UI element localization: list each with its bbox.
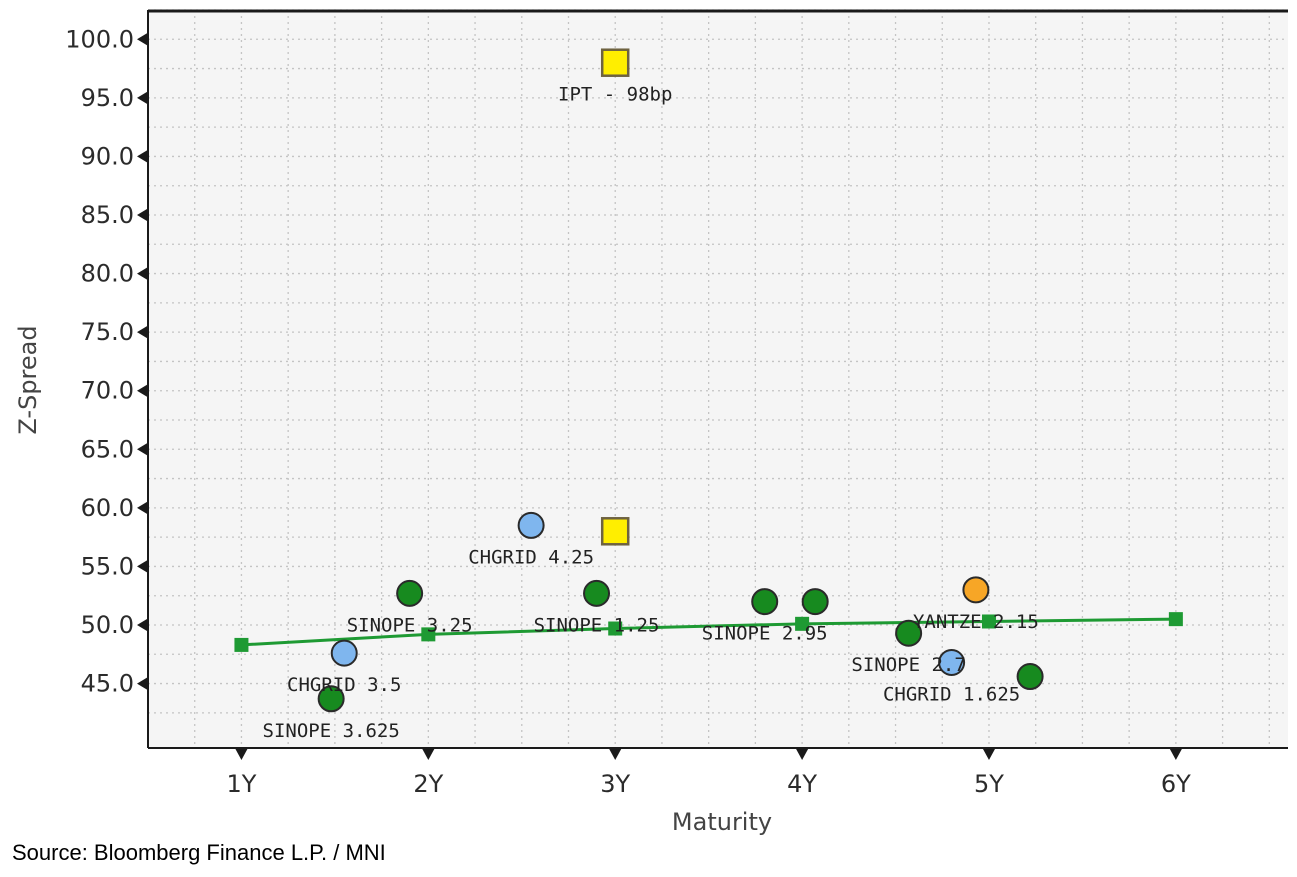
fitted-curve xyxy=(234,612,1183,652)
y-tick-mark xyxy=(137,560,147,573)
curve-marker xyxy=(421,627,436,642)
x-tick-mark xyxy=(982,749,995,760)
y-axis: 45.0 50.0 55.0 60.0 65.0 70.0 75.0 80.0 85.0 90.0… xyxy=(65,25,147,698)
point-label: SINOPE 1.25 xyxy=(534,614,660,636)
y-tick-mark xyxy=(137,619,147,631)
y-tick-mark xyxy=(137,384,147,397)
circle-marker xyxy=(938,648,966,676)
circle-marker xyxy=(517,511,545,539)
x-tick-label: 3Y xyxy=(600,770,630,798)
curve-marker xyxy=(795,616,810,631)
y-tick-mark xyxy=(137,33,147,46)
y-tick-mark xyxy=(137,443,147,456)
point-label: CHGRID 3.5 xyxy=(287,674,401,696)
y-tick-mark xyxy=(137,677,147,690)
x-tick-mark xyxy=(422,749,435,760)
fitted-curve-line xyxy=(241,617,1176,647)
source-note: Source: Bloomberg Finance L.P. / MNI xyxy=(12,840,386,865)
x-axis: 1Y 2Y 3Y 4Y 5Y 6Y xyxy=(226,749,1191,798)
circle-marker xyxy=(317,685,345,713)
y-tick-mark xyxy=(137,91,147,104)
y-tick-mark xyxy=(137,267,147,280)
y-tick-label: 55.0 xyxy=(81,552,134,580)
x-tick-mark xyxy=(1169,749,1182,760)
x-tick-mark xyxy=(609,749,622,760)
circle-marker xyxy=(801,588,829,616)
y-tick-label: 80.0 xyxy=(81,260,134,288)
y-tick-label: 60.0 xyxy=(81,494,134,522)
x-tick-label: 4Y xyxy=(787,770,817,798)
x-tick-label: 5Y xyxy=(974,770,1004,798)
circle-marker xyxy=(1016,663,1044,691)
y-tick-label: 70.0 xyxy=(81,377,134,405)
y-tick-mark xyxy=(137,326,147,339)
circle-marker xyxy=(895,619,923,647)
x-tick-label: 6Y xyxy=(1161,770,1191,798)
y-tick-mark xyxy=(137,501,147,514)
point-label: SINOPE 2.95 xyxy=(702,623,828,645)
point-label: IPT - 98bp xyxy=(558,84,672,106)
curve-marker xyxy=(234,637,249,652)
x-tick-label: 1Y xyxy=(226,770,256,798)
y-tick-label: 90.0 xyxy=(81,142,134,170)
y-tick-label: 45.0 xyxy=(81,670,134,698)
point-label: YANTZE 2.15 xyxy=(913,611,1039,633)
y-tick-mark xyxy=(137,150,147,163)
x-axis-title: Maturity xyxy=(672,808,772,836)
x-tick-mark xyxy=(235,749,248,760)
point-label: SINOPE 2.7 xyxy=(851,654,965,676)
scatter-chart: 1Y 2Y 3Y 4Y 5Y 6Y 45.0 50.0 55.0 60.0 65.0 70.0 75.… xyxy=(14,9,1288,836)
curve-marker xyxy=(1168,612,1183,627)
x-tick-mark xyxy=(796,749,809,760)
circle-marker xyxy=(751,588,779,616)
point-label: CHGRID 1.625 xyxy=(883,683,1020,705)
y-tick-label: 100.0 xyxy=(65,25,134,53)
circle-marker xyxy=(962,576,990,604)
point-label: CHGRID 4.25 xyxy=(468,546,594,568)
y-axis-title: Z-Spread xyxy=(14,325,42,434)
data-points xyxy=(317,48,1044,713)
circle-marker xyxy=(583,579,611,607)
point-label: SINOPE 3.625 xyxy=(263,720,400,742)
y-tick-label: 65.0 xyxy=(81,435,134,463)
point-labels: IPT - 98bp CHGRID 4.25 SINOPE 3.25 SINOPE 1… xyxy=(263,84,1039,742)
y-tick-label: 85.0 xyxy=(81,201,134,229)
y-tick-label: 95.0 xyxy=(81,84,134,112)
curve-marker xyxy=(981,614,996,629)
square-marker xyxy=(600,517,630,546)
square-marker xyxy=(600,48,630,77)
circle-marker xyxy=(396,579,424,607)
curve-marker xyxy=(608,621,623,636)
x-tick-label: 2Y xyxy=(413,770,443,798)
y-tick-mark xyxy=(137,209,147,221)
point-label: SINOPE 3.25 xyxy=(347,614,473,636)
y-tick-label: 75.0 xyxy=(81,318,134,346)
circle-marker xyxy=(330,639,358,667)
y-tick-label: 50.0 xyxy=(81,611,134,639)
